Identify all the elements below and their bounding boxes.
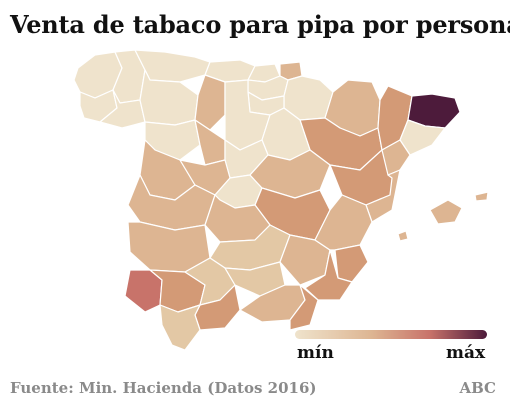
province-castellon[interactable] — [365, 169, 401, 223]
province-huelva[interactable] — [124, 269, 163, 313]
province-almeria[interactable] — [289, 284, 319, 331]
province-ourense[interactable] — [99, 89, 146, 129]
province-alicante[interactable] — [334, 244, 369, 283]
province-murcia[interactable] — [304, 249, 353, 301]
brand-logo-text: ABC — [459, 379, 496, 397]
source-caption: Fuente: Min. Hacienda (Datos 2016) — [10, 379, 317, 397]
island-ibiza[interactable] — [397, 230, 409, 242]
island-menorca[interactable] — [474, 191, 489, 202]
province-cadiz[interactable] — [159, 304, 201, 351]
legend-min-label: mín — [297, 343, 334, 363]
island-mallorca[interactable] — [429, 199, 463, 225]
legend-gradient-bar — [295, 330, 487, 339]
province-palencia[interactable] — [194, 74, 226, 131]
province-tarragona[interactable] — [381, 139, 411, 176]
map-title: Venta de tabaco para pipa por persona — [10, 10, 510, 39]
legend-max-label: máx — [446, 343, 486, 363]
